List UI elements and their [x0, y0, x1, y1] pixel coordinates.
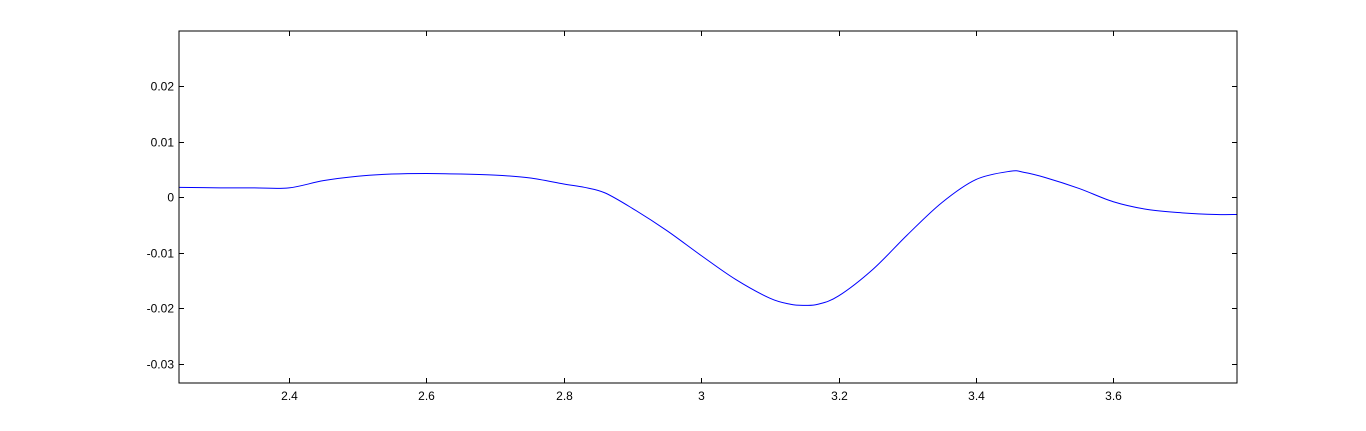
x-tick-label: 3 — [698, 389, 705, 403]
plot-background — [179, 31, 1237, 383]
axes-frame — [178, 30, 1238, 384]
x-tick-label: 3.6 — [1105, 389, 1122, 403]
y-axis-ticks: 0.02 0.01 0 -0.01 -0.02 -0.03 — [147, 80, 1237, 372]
x-axis-ticks: 2.4 2.6 2.8 3 3.2 3.4 3.6 — [281, 31, 1122, 403]
y-tick-label: 0.01 — [151, 136, 175, 150]
data-series-line — [178, 170, 1238, 306]
x-tick-label: 2.8 — [556, 389, 573, 403]
y-tick-label: -0.02 — [147, 302, 175, 316]
y-tick-label: -0.03 — [147, 358, 175, 372]
x-tick-label: 2.4 — [281, 389, 298, 403]
y-tick-label: 0 — [167, 191, 174, 205]
x-tick-label: 3.2 — [831, 389, 848, 403]
x-tick-label: 3.4 — [968, 389, 985, 403]
x-tick-label: 2.6 — [418, 389, 435, 403]
y-tick-label: 0.02 — [151, 80, 175, 94]
y-tick-label: -0.01 — [147, 247, 175, 261]
